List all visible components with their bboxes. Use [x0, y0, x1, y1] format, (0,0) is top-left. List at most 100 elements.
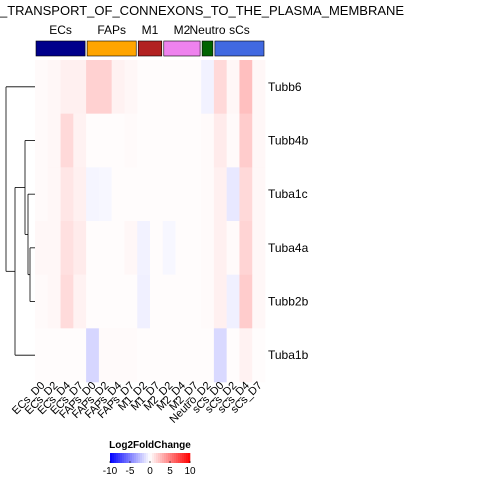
legend-gradient-step [120, 453, 122, 463]
heatmap-cell [227, 167, 240, 221]
heatmap-cell [252, 60, 265, 114]
heatmap-cell [124, 60, 137, 114]
row-label: Tuba4a [268, 241, 309, 255]
legend-title: Log2FoldChange [109, 440, 191, 451]
heatmap-cell [150, 114, 163, 168]
heatmap-cell [201, 60, 214, 114]
heatmap-cell [112, 167, 125, 221]
heatmap-cell [137, 328, 150, 382]
legend-gradient-step [136, 453, 138, 463]
legend-gradient-step [118, 453, 120, 463]
heatmap-cell [201, 275, 214, 329]
heatmap-cell [252, 167, 265, 221]
heatmap-cell [48, 328, 61, 382]
heatmap-cell [214, 60, 227, 114]
heatmap-cell [214, 114, 227, 168]
heatmap-cell [201, 221, 214, 275]
legend-gradient-step [142, 453, 144, 463]
heatmap-cell [35, 275, 48, 329]
heatmap-cell [188, 328, 201, 382]
heatmap-cell [188, 221, 201, 275]
heatmap-cell [48, 60, 61, 114]
legend-gradient-step [150, 453, 152, 463]
heatmap-cell [61, 114, 74, 168]
legend-gradient-step [186, 453, 188, 463]
heatmap-cell [214, 275, 227, 329]
group-color-bar [87, 41, 136, 56]
heatmap-cell [176, 221, 189, 275]
row-label: Tuba1c [268, 187, 308, 201]
heatmap-cell [227, 60, 240, 114]
group-label: ECs [49, 23, 72, 37]
heatmap-cell [227, 221, 240, 275]
legend-gradient-step [154, 453, 156, 463]
heatmap-cell [99, 60, 112, 114]
group-color-bar [202, 41, 213, 56]
heatmap-cell [86, 60, 99, 114]
group-label: Neutro [189, 23, 225, 37]
legend-gradient-step [138, 453, 140, 463]
legend-tick-label: 5 [167, 466, 173, 477]
heatmap-cell [35, 167, 48, 221]
legend-gradient-step [114, 453, 116, 463]
heatmap-cell [227, 275, 240, 329]
heatmap-cell [86, 114, 99, 168]
legend-gradient-step [110, 453, 112, 463]
legend-gradient-step [112, 453, 114, 463]
heatmap-cell [99, 275, 112, 329]
legend-gradient-step [160, 453, 162, 463]
heatmap-cell [61, 275, 74, 329]
heatmap-cell [61, 328, 74, 382]
heatmap-cell [163, 328, 176, 382]
legend-tick-label: -10 [103, 466, 118, 477]
legend-gradient-step [156, 453, 158, 463]
heatmap-cell [188, 167, 201, 221]
heatmap-cell [86, 167, 99, 221]
heatmap-cell [201, 167, 214, 221]
heatmap-cell [99, 221, 112, 275]
heatmap-cell [124, 114, 137, 168]
legend-gradient-step [164, 453, 166, 463]
legend-gradient-step [174, 453, 176, 463]
heatmap-cell [61, 60, 74, 114]
legend-gradient-step [162, 453, 164, 463]
legend-gradient-step [180, 453, 182, 463]
legend-gradient-step [134, 453, 136, 463]
heatmap-cell [61, 167, 74, 221]
group-color-bar [138, 41, 162, 56]
heatmap-cell [214, 328, 227, 382]
legend-gradient-step [130, 453, 132, 463]
heatmap-cell [73, 221, 86, 275]
heatmap-cell [214, 167, 227, 221]
heatmap-cell [112, 275, 125, 329]
heatmap-cell [35, 328, 48, 382]
heatmap-cell [86, 221, 99, 275]
heatmap-cell [99, 328, 112, 382]
heatmap-cell [150, 328, 163, 382]
heatmap-cell [239, 167, 252, 221]
heatmap-cell [124, 221, 137, 275]
heatmap-cell [252, 275, 265, 329]
heatmap-cell [227, 114, 240, 168]
legend-gradient-step [132, 453, 134, 463]
group-color-bar [164, 41, 200, 56]
heatmap-cell [176, 328, 189, 382]
heatmap-cell [112, 114, 125, 168]
heatmap-cell [137, 167, 150, 221]
heatmap-cell [35, 221, 48, 275]
group-label: sCs [229, 23, 250, 37]
heatmap-cell [150, 60, 163, 114]
heatmap-cell [48, 275, 61, 329]
legend-gradient-step [178, 453, 180, 463]
legend-gradient-step [152, 453, 154, 463]
heatmap-cell [176, 60, 189, 114]
heatmap-cell [188, 60, 201, 114]
heatmap-cell [150, 275, 163, 329]
heatmap-cell [48, 114, 61, 168]
heatmap-cell [252, 114, 265, 168]
heatmap-cell [35, 114, 48, 168]
row-label: Tubb4b [268, 134, 309, 148]
legend-gradient-step [176, 453, 178, 463]
legend-gradient-step [172, 453, 174, 463]
